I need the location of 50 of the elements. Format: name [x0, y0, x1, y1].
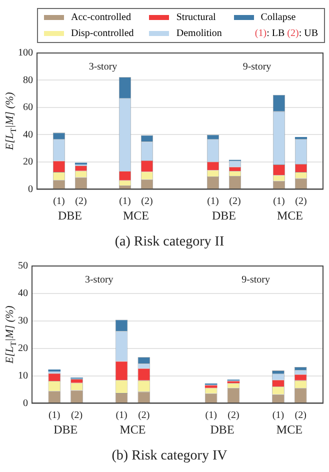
x-tick-label: (2): [138, 410, 150, 421]
legend-label: Demolition: [176, 28, 222, 40]
text: DBE: [54, 422, 78, 436]
y-tick-label: 50: [18, 260, 28, 272]
x-tick-label: (2): [228, 410, 240, 421]
text: (b) Risk category IV: [112, 448, 228, 464]
x-tick-label: (1): [119, 196, 131, 207]
annotation: 3-story: [84, 274, 114, 286]
x-tick-label: (1): [273, 196, 285, 207]
x-tick-label: (2): [295, 196, 307, 207]
text: MCE: [276, 422, 302, 436]
x-tick-label: (2): [75, 196, 87, 207]
legend-label: Collapse: [260, 12, 296, 23]
y-tick-label: 80: [23, 74, 33, 86]
text: MCE: [122, 208, 150, 222]
legend-label: Disp-controlled: [71, 28, 134, 40]
text: (a) Risk category II: [114, 234, 224, 250]
x-tick-label: (1): [116, 410, 128, 421]
text: DBE: [210, 422, 234, 436]
y-axis-title: E[LT|M] (%): [4, 305, 18, 364]
x-tick-label: (1): [205, 410, 217, 421]
text: DBE: [212, 208, 236, 222]
y-tick-label: 0: [23, 398, 28, 409]
x-tick-label: (2): [70, 410, 83, 421]
x-tick-label: (2): [294, 410, 306, 421]
x-tick-label: (2): [229, 196, 241, 207]
x-tick-label: (1): [48, 410, 60, 421]
x-tick-label: (1): [272, 410, 284, 421]
y-tick-label: 30: [18, 316, 28, 327]
text: DBE: [58, 208, 82, 222]
y-tick-label: 100: [18, 48, 33, 59]
text: MCE: [276, 208, 304, 222]
y-tick-label: 20: [18, 342, 28, 354]
x-tick-label: (1): [207, 196, 219, 207]
legend-title: (1): LB (2): UB: [254, 28, 318, 40]
y-tick-label: 10: [18, 370, 28, 382]
y-tick-label: 0: [28, 184, 33, 195]
annotation: 3-story: [88, 62, 118, 73]
y-tick-label: 20: [23, 156, 33, 168]
legend-label: Structural: [176, 12, 216, 23]
y-tick-label: 40: [23, 129, 33, 140]
text: MCE: [120, 422, 146, 436]
y-tick-label: 60: [23, 102, 33, 114]
legend-label: Acc-controlled: [71, 12, 131, 23]
annotation: 9-story: [242, 274, 270, 286]
y-axis-title: E[LT|M] (%): [4, 92, 18, 151]
x-tick-label: (1): [53, 196, 65, 207]
annotation: 9-story: [242, 62, 272, 73]
x-tick-label: (2): [141, 196, 153, 207]
y-tick-label: 40: [18, 288, 28, 300]
